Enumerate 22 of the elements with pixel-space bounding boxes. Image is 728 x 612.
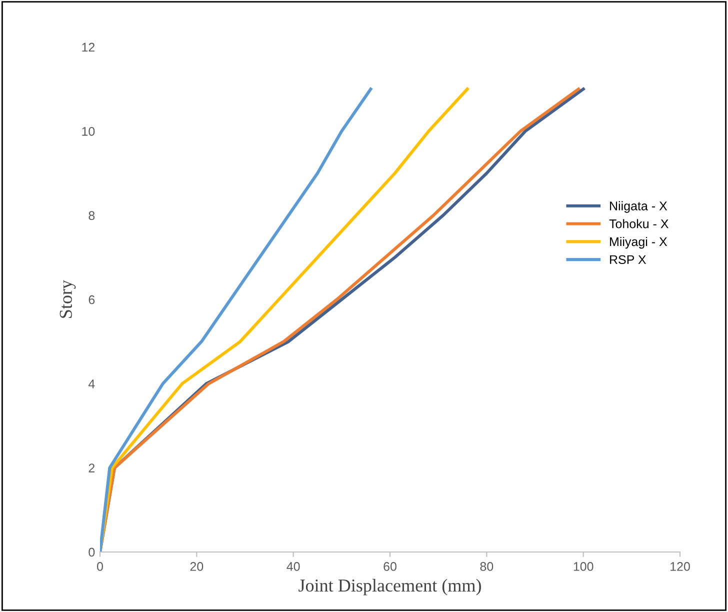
x-tick-label: 100: [574, 562, 594, 571]
x-axis-title: Joint Displacement (mm): [298, 578, 481, 596]
x-tick-label: 40: [286, 562, 300, 571]
y-tick-label: 10: [82, 126, 95, 136]
line-series: [100, 88, 372, 552]
legend-label: Tohoku - X: [609, 219, 668, 228]
y-tick-label: 4: [88, 380, 95, 388]
x-tick-label: 0: [97, 562, 103, 571]
y-tick-label: 12: [82, 42, 95, 52]
y-tick-label: 2: [88, 464, 95, 472]
y-tick-label: 8: [88, 211, 95, 220]
x-tick-label: 20: [190, 562, 204, 571]
x-tick-label: 120: [670, 562, 690, 571]
y-tick-label: 6: [88, 295, 95, 304]
x-tick-label: 80: [480, 562, 494, 571]
y-tick-label: 0: [88, 548, 95, 557]
y-axis-title: Story: [60, 280, 76, 318]
legend-label: RSP X: [610, 255, 646, 264]
legend-label: Niigata - X: [610, 201, 668, 213]
x-tick-label: 60: [384, 562, 396, 571]
legend-label: Miiyagi - X: [610, 236, 668, 249]
line-series: [100, 88, 469, 552]
